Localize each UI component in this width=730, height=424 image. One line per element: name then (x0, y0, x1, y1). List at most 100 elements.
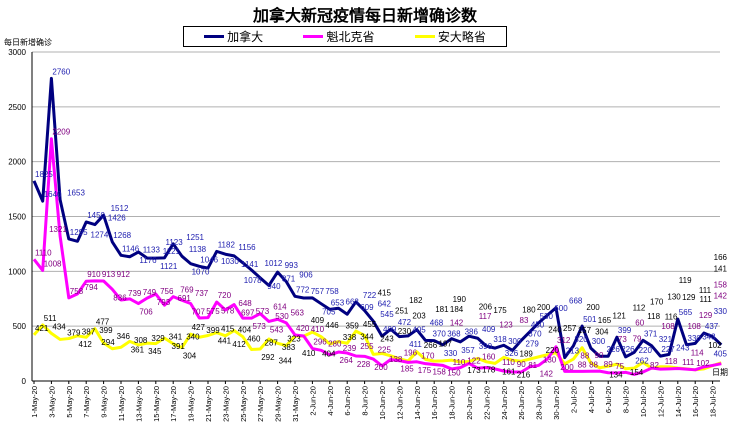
x-tick-label: 14-Jun-20 (413, 386, 422, 420)
data-label: 757 (311, 287, 325, 296)
data-label: 450 (531, 321, 545, 330)
data-label: 359 (346, 322, 360, 331)
data-label: 707 (192, 307, 206, 316)
data-label: 110 (502, 358, 515, 367)
legend-item-canada: 加拿大 (204, 28, 263, 45)
data-label: 913 (102, 270, 116, 279)
data-label: 614 (273, 303, 287, 312)
data-label: 129 (699, 311, 713, 320)
data-label: 138 (389, 355, 403, 364)
data-label: 182 (409, 296, 423, 305)
x-tick-label: 18-Jul-20 (709, 386, 718, 417)
data-label: 722 (363, 291, 377, 300)
chart-title: 加拿大新冠疫情每日新增确诊数 (252, 6, 477, 25)
data-label: 415 (221, 324, 235, 333)
data-label: 1182 (218, 240, 236, 249)
data-label: 1426 (108, 214, 126, 223)
data-label: 180 (522, 305, 536, 314)
data-label: 81 (528, 361, 537, 370)
data-label: 460 (247, 335, 261, 344)
legend-swatch (204, 35, 225, 38)
data-label: 160 (482, 352, 496, 361)
x-tick-label: 4-Jun-20 (326, 386, 335, 416)
data-label: 280 (328, 339, 342, 348)
data-label: 166 (714, 253, 728, 262)
data-label: 434 (52, 322, 66, 331)
y-tick-label: 3000 (8, 48, 26, 57)
data-label: 370 (433, 329, 447, 338)
data-label: 758 (70, 287, 84, 296)
legend-label: 安大略省 (437, 30, 486, 44)
data-label: 575 (206, 307, 220, 316)
data-label: 409 (311, 316, 325, 325)
data-label: 175 (493, 306, 507, 315)
x-tick-label: 12-Jul-20 (656, 386, 665, 417)
data-label: 118 (647, 312, 660, 321)
data-label: 111 (682, 358, 695, 367)
x-tick-label: 22-Jun-20 (482, 386, 491, 420)
x-tick-label: 9-May-20 (100, 386, 109, 418)
data-label: 122 (467, 357, 481, 366)
data-label: 141 (714, 265, 728, 274)
data-label: 110 (453, 358, 466, 367)
x-tick-label: 27-May-20 (256, 386, 265, 422)
data-label: 940 (267, 282, 281, 291)
x-tick-label: 25-May-20 (239, 386, 248, 422)
data-label: 121 (613, 312, 627, 321)
data-label: 200 (586, 303, 600, 312)
data-label: 178 (482, 365, 496, 374)
data-label: 190 (453, 295, 467, 304)
data-label: 361 (131, 345, 145, 354)
data-label: 175 (418, 366, 432, 375)
data-label: 668 (569, 297, 583, 306)
data-label: 142 (714, 291, 728, 300)
data-label: 383 (282, 343, 296, 352)
data-label: 390 (479, 342, 493, 351)
data-label: 118 (665, 357, 678, 366)
y-tick-label: 1000 (8, 267, 26, 276)
data-label: 1176 (139, 256, 157, 265)
data-label: 409 (383, 325, 397, 334)
legend-swatch (303, 35, 324, 38)
data-label: 341 (169, 333, 183, 342)
x-tick-label: 23-May-20 (221, 386, 230, 422)
x-tick-label: 8-Jul-20 (622, 386, 631, 413)
data-label: 296 (313, 338, 327, 347)
data-label: 399 (99, 326, 113, 335)
x-tick-label: 24-Jun-20 (500, 386, 509, 420)
data-label: 501 (583, 315, 597, 324)
data-label: 129 (682, 293, 696, 302)
data-label: 758 (325, 287, 339, 296)
data-label: 184 (450, 305, 464, 314)
data-label: 83 (520, 316, 529, 325)
data-label: 330 (714, 307, 728, 316)
data-label: 88 (589, 360, 598, 369)
data-label: 2209 (52, 128, 70, 137)
data-label: 114 (691, 348, 704, 357)
data-label: 304 (183, 352, 197, 361)
data-label: 906 (299, 271, 313, 280)
data-label: 1274 (91, 230, 109, 239)
data-label: 706 (139, 308, 153, 317)
data-label: 405 (714, 350, 728, 359)
data-label: 225 (378, 345, 392, 354)
data-label: 308 (134, 336, 148, 345)
data-label: 1512 (111, 204, 129, 213)
data-label: 142 (450, 318, 464, 327)
y-tick-label: 2000 (8, 158, 26, 167)
data-label: 653 (331, 298, 345, 307)
data-label: 292 (261, 353, 275, 362)
data-label: 545 (380, 310, 394, 319)
data-label: 173 (467, 366, 481, 375)
data-label: 300 (592, 337, 606, 346)
data-label: 386 (465, 328, 479, 337)
data-label: 344 (360, 332, 374, 341)
data-label: 405 (412, 326, 426, 335)
data-label: 739 (128, 289, 142, 298)
y-tick-label: 0 (22, 377, 27, 386)
data-label: 379 (67, 328, 81, 337)
data-label: 472 (398, 318, 412, 327)
x-tick-label: 19-May-20 (187, 386, 196, 422)
